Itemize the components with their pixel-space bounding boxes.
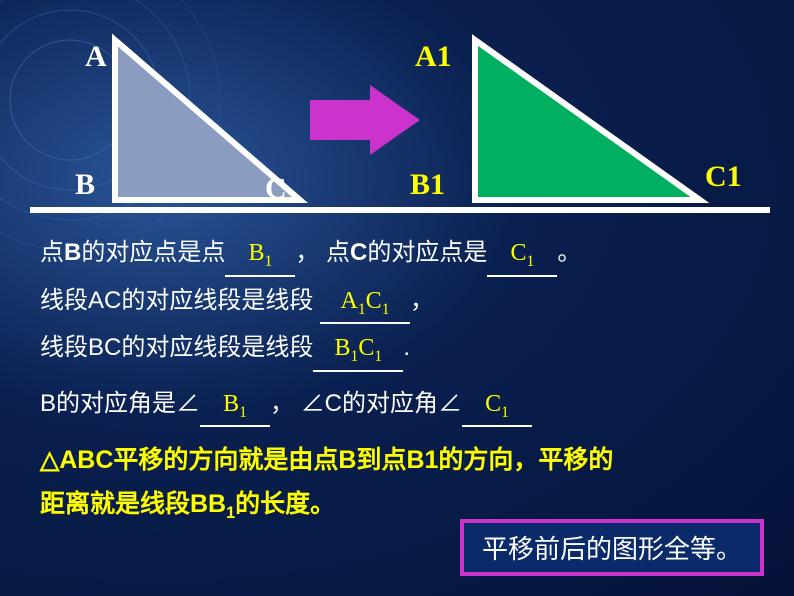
label-c1: C1 <box>705 160 742 194</box>
t: . <box>403 334 410 361</box>
diagram-area: A B C A1 B1 C1 <box>0 0 794 225</box>
triangle-right <box>475 40 700 200</box>
blank-b1c1: B1C1 <box>313 329 403 372</box>
t: 的对应点是 <box>367 239 487 266</box>
t: C <box>350 239 367 266</box>
t: 线段AC的对应线段是线段 <box>40 287 313 314</box>
label-b: B <box>75 168 95 202</box>
line-4: B的对应角是∠B1， ∠C的对应角∠C1 <box>40 384 764 428</box>
t: 。 <box>557 239 581 266</box>
label-a: A <box>85 40 107 74</box>
t: 线段BC的对应线段是线段 <box>40 334 313 361</box>
arrow-icon <box>310 85 420 155</box>
blank-angle-c1: C1 <box>462 385 532 428</box>
triangles-svg <box>0 0 794 225</box>
label-a1: A1 <box>415 40 452 74</box>
blank-angle-b1: B1 <box>200 385 270 428</box>
t: B的对应角是∠ <box>40 390 200 417</box>
line-1: 点B的对应点是点B1， 点C的对应点是C1。 <box>40 233 764 277</box>
t: ， ∠C的对应角∠ <box>270 390 462 417</box>
blank-b1: B1 <box>225 234 295 277</box>
t: ， 点 <box>295 239 350 266</box>
t: B <box>64 239 81 266</box>
summary: △ABC平移的方向就是由点B到点B1的方向，平移的 距离就是线段BB1的长度。 <box>40 439 764 527</box>
t: ， <box>410 287 434 314</box>
callout-box: 平移前后的图形全等。 <box>460 519 764 576</box>
label-c: C <box>265 172 287 206</box>
t: 点 <box>40 239 64 266</box>
line-3: 线段BC的对应线段是线段B1C1. <box>40 328 764 372</box>
text-area: 点B的对应点是点B1， 点C的对应点是C1。 线段AC的对应线段是线段 A1C1… <box>0 225 794 527</box>
summary-line-1: △ABC平移的方向就是由点B到点B1的方向，平移的 <box>40 439 764 483</box>
label-b1: B1 <box>410 168 445 202</box>
blank-a1c1: A1C1 <box>320 282 410 325</box>
blank-c1: C1 <box>487 234 557 277</box>
line-2: 线段AC的对应线段是线段 A1C1， <box>40 281 764 325</box>
t: 的对应点是点 <box>81 239 225 266</box>
